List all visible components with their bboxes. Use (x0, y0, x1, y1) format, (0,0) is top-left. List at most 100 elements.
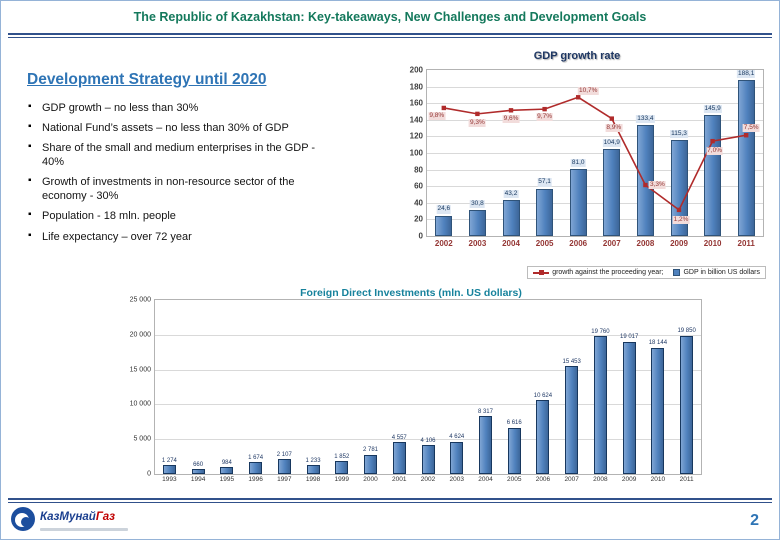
x-axis-label: 2005 (535, 239, 554, 248)
growth-line (441, 95, 749, 213)
line-point-marker (710, 138, 715, 144)
bar-value-label: 43,2 (503, 190, 519, 199)
y-axis-label: 120 (409, 131, 423, 141)
x-axis-label: 2004 (502, 239, 520, 248)
bullet-item: Growth of investments in non-resource se… (27, 175, 327, 203)
fdi-bar (651, 347, 665, 474)
x-axis-label: 2011 (737, 239, 755, 248)
bar-value-label: 4 106 (420, 437, 436, 444)
fdi-plot-area: 25 000 20 000 15 000 10 000 5 000 0 1993 1994 19… (130, 297, 702, 483)
growth-value-label: 8,9% (605, 123, 623, 132)
gridline (427, 153, 763, 154)
x-axis-label: 2007 (602, 239, 621, 248)
legend-item-growth-line: growth against the proceeding year; (533, 269, 663, 276)
x-axis-label: 2006 (535, 476, 551, 483)
fdi-chart-title: Foreign Direct Investments (mln. US doll… (300, 287, 522, 299)
bar-value-label: 8 317 (477, 408, 493, 415)
line-point-marker (643, 182, 648, 188)
footer-divider (8, 498, 772, 503)
header-divider (8, 33, 772, 38)
bar-value-label: 1 274 (161, 457, 177, 464)
bar-value-label: 19 017 (619, 334, 639, 341)
fdi-bar (421, 445, 435, 474)
gridline (427, 103, 763, 105)
x-axis-label: 2008 (636, 239, 655, 248)
fdi-bar (277, 459, 291, 474)
gridline (427, 169, 763, 171)
y-axis-label: 40 (414, 198, 423, 208)
y-axis-label: 0 (147, 470, 151, 478)
strategy-section: Development Strategy until 2020 GDP grow… (27, 71, 327, 250)
x-axis-label: 1997 (277, 476, 292, 483)
bar-value-label: 145,9 (703, 104, 722, 113)
x-axis-label: 1993 (162, 476, 177, 483)
slide-title: The Republic of Kazakhstan: Key-takeaway… (133, 10, 647, 24)
fdi-bar (306, 465, 320, 474)
line-point-marker (508, 108, 514, 113)
legend-item-gdp-bars: GDP in billion US dollars (673, 269, 760, 276)
logo-text: КазМунайГаз (40, 511, 115, 523)
line-point-marker (744, 133, 749, 138)
y-axis-label: 5 000 (133, 435, 151, 443)
growth-value-label: 9,8% (428, 111, 446, 121)
legend-label-gdp: GDP in billion US dollars (683, 269, 760, 276)
kazmunaygas-logo: КазМунайГаз (11, 507, 128, 531)
x-axis-label: 1994 (190, 476, 206, 483)
x-axis-label: 2001 (392, 476, 407, 483)
gdp-bar (536, 188, 554, 236)
fdi-bar (162, 465, 176, 474)
gdp-plot-area: 200 180 160 140 120 100 80 60 40 20 0 2002 2003 2004 2… (410, 66, 764, 248)
gridline (155, 404, 701, 406)
growth-value-label: 9,6% (502, 115, 520, 124)
x-axis-label: 2007 (564, 476, 579, 483)
fdi-bar (450, 441, 464, 474)
x-axis-label: 1996 (248, 476, 263, 483)
line-point-marker (441, 105, 446, 111)
bar-value-label: 19 850 (677, 328, 696, 335)
line-marker-icon (533, 270, 550, 275)
legend-label-growth: growth against the proceeding year; (552, 269, 664, 276)
x-axis-label: 2000 (363, 476, 378, 483)
gridline (427, 86, 763, 88)
bar-value-label: 81,0 (570, 158, 586, 167)
gridline (427, 119, 763, 121)
fdi-bar (680, 335, 694, 474)
fdi-bar (191, 469, 205, 474)
bar-value-label: 188,1 (737, 69, 756, 78)
gdp-bar (468, 210, 486, 236)
gridline (155, 334, 701, 336)
gdp-growth-chart: GDP growth rate 200 180 160 140 120 100 80 60 40… (394, 47, 774, 279)
bar-value-label: 6 616 (506, 420, 522, 427)
y-axis-label: 100 (409, 148, 423, 158)
gdp-bar (569, 168, 587, 236)
line-point-marker (475, 111, 480, 117)
y-axis-label: 25 000 (129, 296, 151, 304)
growth-value-label: 7,0% (706, 147, 724, 156)
gridline (427, 186, 763, 188)
x-axis-label: 1998 (305, 476, 321, 483)
growth-value-label: 9,3% (468, 118, 486, 127)
bar-value-label: 2 107 (276, 451, 292, 458)
fdi-bar (565, 366, 579, 474)
fdi-bar (220, 467, 234, 474)
x-axis-label: 2002 (420, 476, 436, 483)
bullet-item: National Fund’s assets – no less than 30… (27, 121, 327, 135)
gdp-bar (670, 140, 688, 236)
chart-legend: growth against the proceeding year; GDP … (527, 266, 766, 279)
gdp-bar (502, 200, 520, 236)
x-axis-label: 1995 (219, 476, 235, 483)
gridline (155, 439, 701, 441)
gridline (155, 369, 701, 371)
x-axis-label: 1999 (334, 476, 350, 483)
fdi-bar (249, 462, 263, 474)
bar-value-label: 24,6 (436, 205, 452, 214)
line-point-marker (576, 95, 581, 100)
gridline (427, 219, 763, 221)
fdi-bar (622, 341, 636, 474)
bullet-item: GDP growth – no less than 30% (27, 101, 327, 115)
gdp-bar (435, 215, 453, 236)
gdp-chart-title: GDP growth rate (533, 50, 621, 62)
bar-value-label: 660 (193, 461, 204, 468)
bar-value-label: 30,8 (470, 200, 485, 209)
gdp-bar (737, 79, 755, 236)
